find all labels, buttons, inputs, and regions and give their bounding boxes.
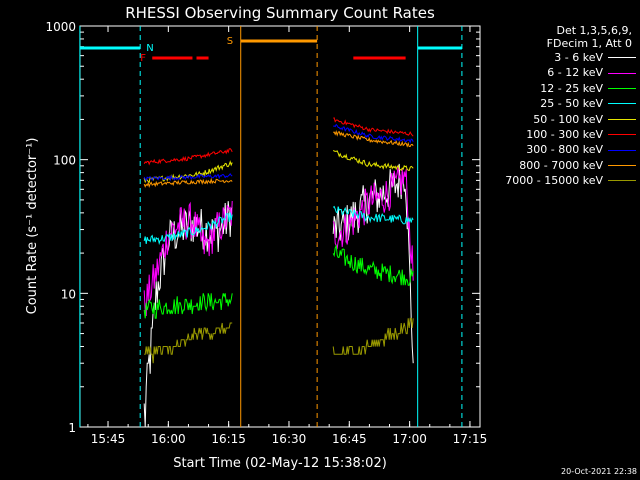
chart-title: RHESSI Observing Summary Count Rates [125, 4, 435, 22]
interval-markers: N S F [79, 26, 463, 427]
legend-swatch [608, 134, 636, 136]
series-line [144, 322, 233, 364]
timestamp: 20-Oct-2021 22:38 [561, 467, 637, 476]
series-line [143, 177, 233, 188]
series-line [332, 166, 414, 281]
x-tick-label: 16:15 [211, 432, 246, 446]
legend-swatch [608, 72, 636, 74]
legend-label: 12 - 25 keV [540, 81, 603, 95]
series-line [333, 117, 414, 137]
series-line [143, 200, 233, 317]
legend-label: 50 - 100 keV [533, 112, 603, 126]
legend-label: 300 - 800 keV [526, 143, 603, 157]
y-axis-ticks: 1 10 100 1000 [45, 20, 480, 435]
x-tick-label: 16:00 [151, 432, 186, 446]
night-marker-label: N [146, 43, 153, 54]
y-tick-label: 1000 [45, 20, 76, 34]
series-line [143, 293, 233, 319]
legend-swatch [608, 180, 636, 182]
data-series [143, 117, 414, 428]
legend-label: 100 - 300 keV [526, 128, 603, 142]
series-line [332, 243, 414, 286]
legend-item: 50 - 100 keV [480, 112, 636, 127]
series-line [143, 172, 233, 182]
legend-item: 12 - 25 keV [480, 81, 636, 96]
series-line [333, 123, 414, 144]
legend-swatch [608, 57, 636, 59]
flare-marker-label: F [140, 53, 146, 64]
series-line [332, 149, 414, 172]
legend: 3 - 6 keV 6 - 12 keV 12 - 25 keV 25 - 50 ke… [480, 50, 636, 189]
series-line [143, 212, 233, 246]
legend-swatch [608, 118, 636, 120]
legend-label: 3 - 6 keV [554, 51, 603, 64]
y-tick-label: 1 [68, 421, 76, 435]
legend-swatch [608, 103, 636, 105]
legend-header-detectors: Det 1,3,5,6,9, [556, 24, 632, 37]
legend-item: 100 - 300 keV [480, 127, 636, 142]
legend-label: 25 - 50 keV [540, 97, 603, 111]
series-line [143, 148, 233, 166]
series-line [332, 317, 414, 355]
legend-header: Det 1,3,5,6,9, FDecim 1, Att 0 [462, 24, 632, 50]
legend-item: 7000 - 15000 keV [480, 173, 636, 188]
x-axis-ticks: 15:45 16:00 16:15 16:30 16:45 17:00 17:15 [87, 26, 488, 446]
x-axis-label: Start Time (02-May-12 15:38:02) [173, 456, 387, 471]
x-tick-label: 17:00 [392, 432, 427, 446]
legend-label: 800 - 7000 keV [519, 158, 603, 172]
x-tick-label: 15:45 [91, 432, 126, 446]
x-tick-label: 16:30 [272, 432, 307, 446]
legend-item: 6 - 12 keV [480, 65, 636, 80]
legend-swatch [608, 149, 636, 151]
legend-header-decim: FDecim 1, Att 0 [546, 37, 632, 50]
series-line [143, 201, 233, 428]
legend-label: 6 - 12 keV [547, 66, 603, 80]
series-line [333, 129, 414, 148]
y-tick-label: 100 [53, 154, 76, 168]
legend-swatch [608, 165, 636, 167]
x-tick-label: 17:15 [453, 432, 488, 446]
series-line [332, 205, 414, 225]
legend-item: 300 - 800 keV [480, 142, 636, 157]
legend-item: 3 - 6 keV [480, 50, 636, 65]
legend-label: 7000 - 15000 keV [505, 174, 603, 188]
legend-swatch [608, 88, 636, 90]
legend-item: 800 - 7000 keV [480, 158, 636, 173]
legend-item: 25 - 50 keV [480, 96, 636, 111]
y-tick-label: 10 [61, 287, 76, 301]
x-tick-label: 16:45 [332, 432, 367, 446]
y-axis-label: Count Rate (s⁻¹ detector⁻¹) [25, 138, 40, 315]
saa-marker-label: S [227, 36, 233, 47]
